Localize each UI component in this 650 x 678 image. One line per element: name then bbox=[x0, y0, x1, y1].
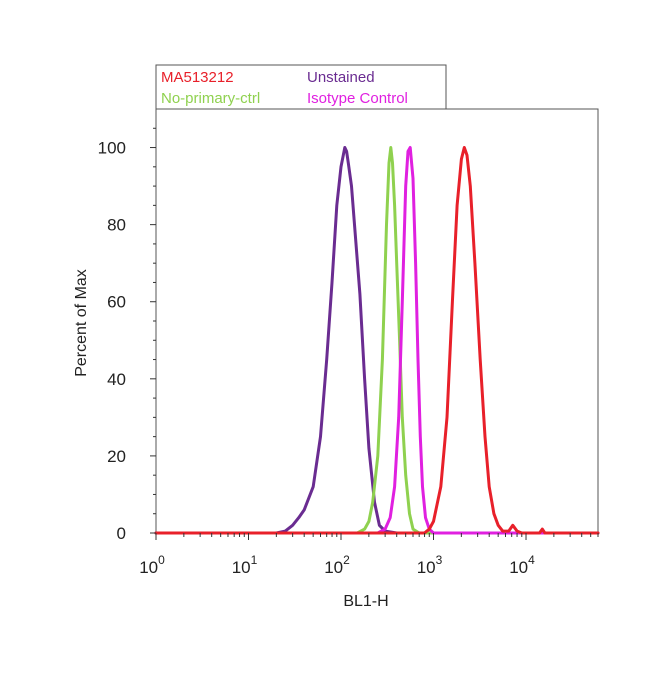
x-tick-exponent: 4 bbox=[528, 553, 535, 567]
legend-box bbox=[155, 64, 447, 110]
x-tick-exponent: 0 bbox=[158, 553, 165, 567]
y-tick-label: 60 bbox=[107, 293, 126, 312]
x-tick-label: 103 bbox=[417, 553, 443, 577]
legend-entry: Unstained bbox=[307, 69, 375, 86]
x-axis-label: BL1-H bbox=[343, 593, 388, 610]
series-line-unstained bbox=[154, 146, 600, 535]
legend: MA513212 Unstained No-primary-ctrl Isotype … bbox=[155, 64, 447, 110]
y-tick-label: 100 bbox=[98, 139, 126, 158]
series-layer bbox=[154, 146, 600, 535]
x-tick-exponent: 1 bbox=[251, 553, 258, 567]
x-tick-label: 104 bbox=[509, 553, 535, 577]
x-tick-label: 100 bbox=[139, 553, 165, 577]
x-tick-label: 102 bbox=[324, 553, 350, 577]
y-tick-label: 80 bbox=[107, 216, 126, 235]
legend-entry: No-primary-ctrl bbox=[161, 90, 260, 107]
series-line-ma513212 bbox=[154, 146, 600, 535]
x-tick-exponent: 3 bbox=[436, 553, 443, 567]
legend-entry: MA513212 bbox=[161, 69, 234, 86]
y-axis-label: Percent of Max bbox=[73, 269, 90, 377]
y-tick-label: 40 bbox=[107, 370, 126, 389]
x-tick-exponent: 2 bbox=[343, 553, 350, 567]
series-line-no-primary-ctrl bbox=[154, 146, 600, 535]
x-tick-label: 101 bbox=[232, 553, 258, 577]
y-tick-label: 0 bbox=[117, 524, 126, 543]
y-tick-label: 20 bbox=[107, 447, 126, 466]
legend-entry: Isotype Control bbox=[307, 90, 408, 107]
series-line-isotype-control bbox=[154, 146, 600, 535]
